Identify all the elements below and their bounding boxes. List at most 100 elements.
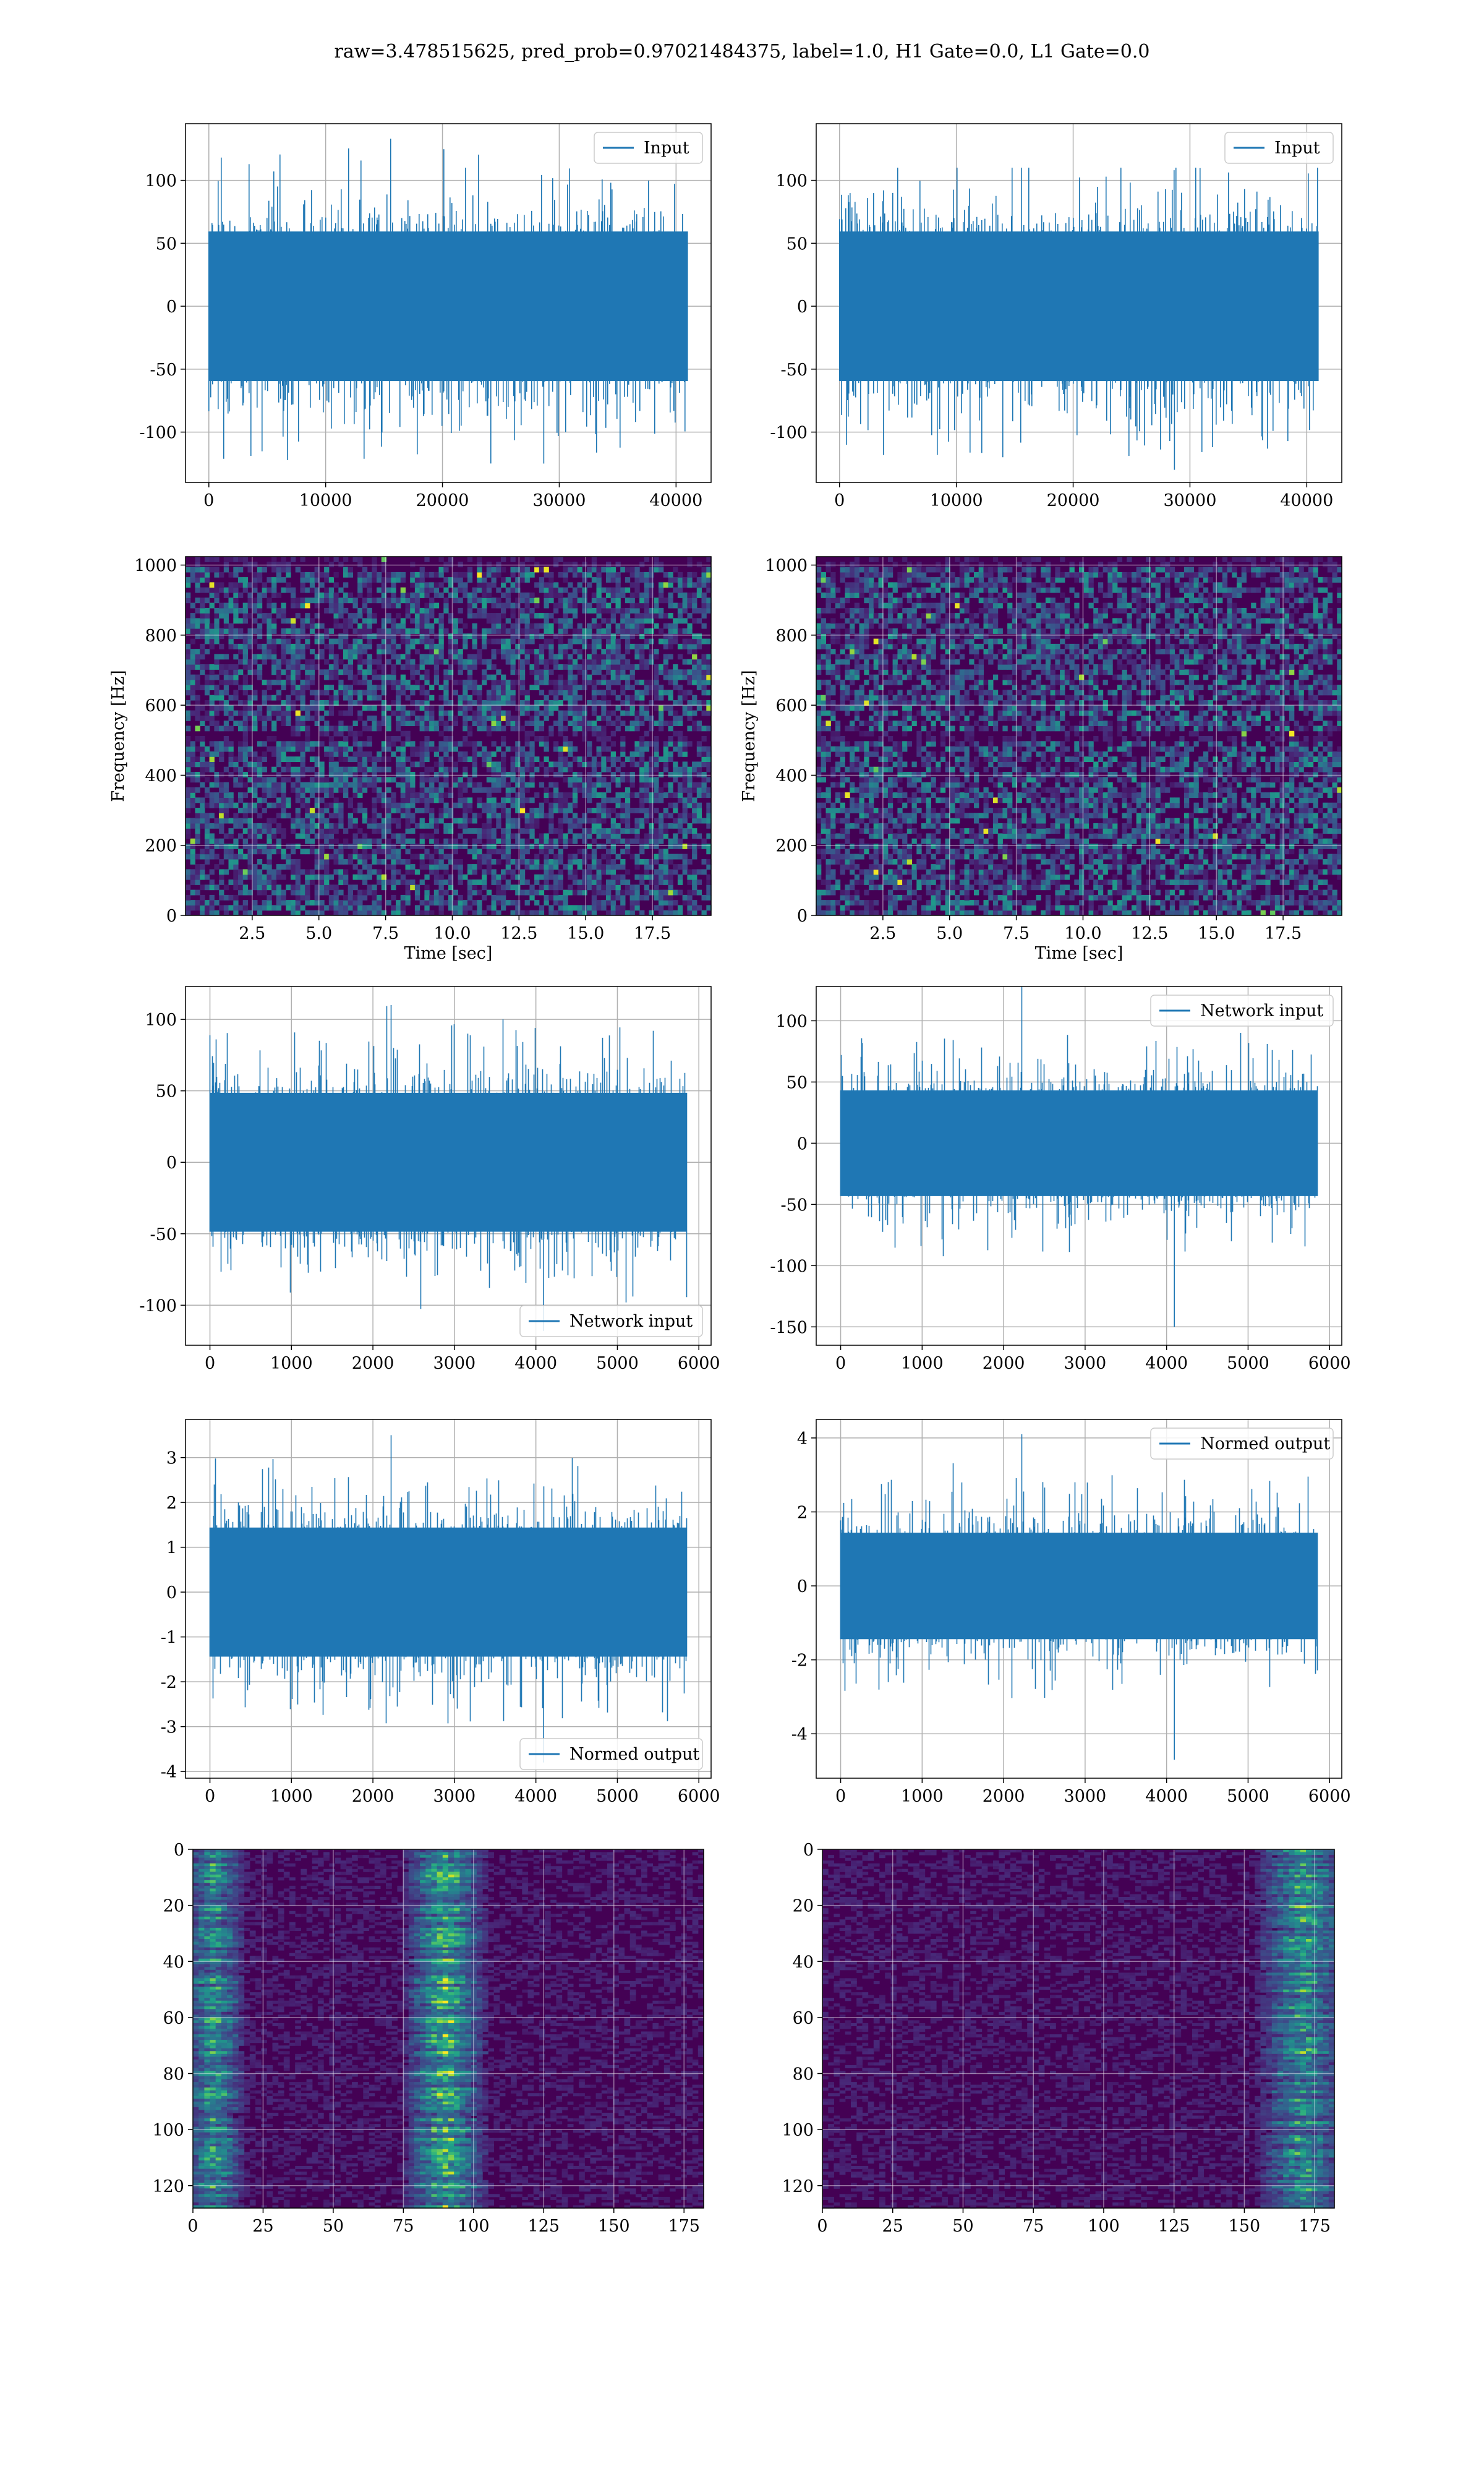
y-axis-label: Frequency [Hz] (740, 670, 759, 802)
x-tick-label: 6000 (678, 1787, 720, 1806)
series-line (840, 987, 1318, 1327)
x-tick-label: 3000 (1064, 1787, 1107, 1806)
x-tick-label: 2000 (983, 1354, 1025, 1373)
x-tick-label: 175 (668, 2217, 700, 2236)
x-tick-label: 40000 (649, 491, 702, 510)
y-tick-label: 400 (775, 766, 808, 785)
y-tick-label: 0 (166, 1154, 177, 1173)
legend-label: Normed output (569, 1745, 699, 1764)
y-tick-label: 40 (793, 1953, 814, 1972)
x-tick-label: 5000 (596, 1354, 639, 1373)
y-tick-label: 100 (145, 1011, 177, 1030)
x-tick-label: 2.5 (869, 924, 896, 943)
x-tick-label: 150 (598, 2217, 630, 2236)
y-tick-label: 50 (787, 234, 808, 254)
y-tick-label: 800 (145, 627, 177, 646)
x-tick-label: 0 (203, 491, 214, 510)
y-tick-label: 120 (152, 2177, 184, 2196)
x-tick-label: 7.5 (372, 924, 399, 943)
y-tick-label: 600 (145, 696, 177, 716)
x-tick-label: 10.0 (1064, 924, 1101, 943)
figure-title: raw=3.478515625, pred_prob=0.97021484375… (0, 41, 1484, 62)
x-tick-label: 0 (834, 491, 845, 510)
x-tick-label: 175 (1298, 2217, 1331, 2236)
x-tick-label: 4000 (1145, 1354, 1188, 1373)
y-tick-label: 100 (775, 172, 808, 191)
y-tick-label: -3 (161, 1718, 177, 1737)
y-tick-label: 800 (775, 627, 808, 646)
x-tick-label: 3000 (433, 1787, 476, 1806)
x-tick-label: 125 (528, 2217, 560, 2236)
x-tick-label: 10.0 (433, 924, 471, 943)
y-tick-label: 600 (775, 696, 808, 716)
y-tick-label: -100 (139, 1296, 177, 1316)
x-tick-label: 5000 (1227, 1787, 1269, 1806)
y-tick-label: 120 (782, 2177, 814, 2196)
axes-frame (816, 556, 1342, 916)
y-tick-label: 20 (163, 1897, 184, 1916)
x-tick-label: 0 (835, 1354, 846, 1373)
heatmap-cells (822, 1849, 1335, 2209)
y-tick-label: 0 (797, 1577, 808, 1596)
x-tick-label: 25 (882, 2217, 903, 2236)
x-tick-label: 2000 (352, 1354, 394, 1373)
legend-box (519, 1305, 703, 1337)
x-tick-label: 4000 (1145, 1787, 1188, 1806)
x-tick-label: 6000 (1308, 1354, 1351, 1373)
y-tick-label: 2 (166, 1494, 177, 1513)
x-tick-label: 50 (323, 2217, 344, 2236)
y-tick-label: 200 (775, 837, 808, 856)
x-tick-label: 125 (1158, 2217, 1190, 2236)
axes-frame (192, 1849, 704, 2209)
y-tick-label: 50 (787, 1073, 808, 1092)
y-tick-label: 3 (166, 1449, 177, 1468)
x-tick-label: 100 (458, 2217, 490, 2236)
y-tick-label: 1000 (134, 557, 177, 576)
y-tick-label: 60 (793, 2009, 814, 2028)
x-tick-label: 20000 (1047, 491, 1100, 510)
legend-label: Network input (1200, 1001, 1323, 1021)
series-line (840, 1434, 1318, 1760)
y-tick-label: 0 (174, 1841, 184, 1860)
legend-label: Network input (569, 1312, 693, 1331)
series-line (839, 168, 1319, 470)
x-tick-label: 10000 (930, 491, 983, 510)
x-tick-label: 6000 (1308, 1787, 1351, 1806)
y-tick-label: 50 (156, 234, 177, 254)
x-tick-label: 7.5 (1003, 924, 1030, 943)
y-tick-label: 40 (163, 1953, 184, 1972)
y-tick-label: 100 (782, 2121, 814, 2140)
y-tick-label: -4 (791, 1725, 808, 1744)
legend-box (1150, 1427, 1334, 1460)
x-tick-label: 1000 (901, 1354, 944, 1373)
series-line (209, 1005, 688, 1331)
x-tick-label: 15.0 (567, 924, 604, 943)
x-tick-label: 5000 (596, 1787, 639, 1806)
axes-frame (816, 1419, 1342, 1779)
heatmap-cells (816, 557, 1342, 916)
y-tick-label: 1 (166, 1539, 177, 1558)
x-tick-label: 2.5 (239, 924, 265, 943)
x-tick-label: 0 (817, 2217, 827, 2236)
y-tick-label: -50 (150, 361, 177, 380)
heatmap-cells (193, 1849, 704, 2209)
y-tick-label: 60 (163, 2009, 184, 2028)
x-tick-label: 50 (952, 2217, 973, 2236)
x-tick-label: 6000 (678, 1354, 720, 1373)
y-tick-label: -50 (781, 361, 808, 380)
y-tick-label: 400 (145, 766, 177, 785)
x-tick-label: 20000 (416, 491, 469, 510)
y-tick-label: 50 (156, 1082, 177, 1102)
y-tick-label: 200 (145, 837, 177, 856)
y-tick-label: -1 (161, 1629, 177, 1648)
x-tick-label: 12.5 (500, 924, 537, 943)
legend-box (594, 132, 703, 164)
